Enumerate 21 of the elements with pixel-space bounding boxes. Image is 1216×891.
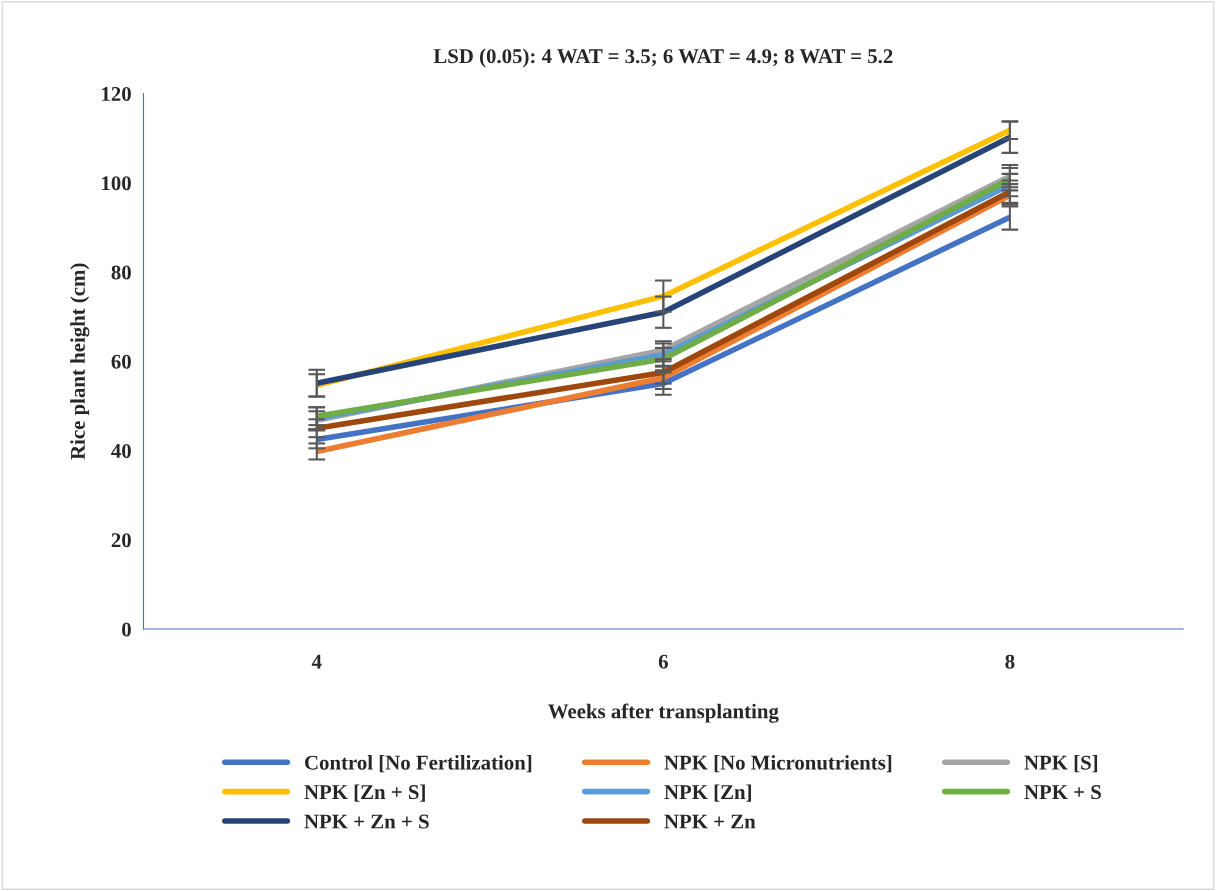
y-tick-label: 20 — [111, 533, 131, 548]
x-axis-title: Weeks after transplanting — [548, 703, 779, 723]
legend-label: Control [No Fertilization] — [305, 755, 532, 773]
y-tick-label: 0 — [122, 622, 131, 637]
legend-label: NPK [Zn] — [664, 784, 751, 802]
y-axis-title: Rice plant height (cm) — [70, 263, 90, 460]
y-tick-label: 60 — [111, 354, 131, 369]
chart-title: LSD (0.05): 4 WAT = 3.5; 6 WAT = 4.9; 8 WAT = 5.2 — [433, 48, 893, 68]
y-tick-label: 80 — [111, 265, 131, 280]
x-tick-label: 6 — [658, 654, 668, 669]
x-tick-label: 4 — [311, 654, 322, 669]
legend-label: NPK [Zn + S] — [304, 784, 425, 802]
legend-label: NPK + Zn — [664, 814, 756, 829]
legend-label: NPK [No Micronutrients] — [664, 755, 892, 773]
y-tick-label: 120 — [102, 86, 131, 101]
legend-label: NPK [S] — [1024, 755, 1098, 773]
legend-label: NPK + Zn + S — [304, 814, 429, 829]
y-tick-label: 40 — [111, 443, 131, 458]
y-tick-label: 100 — [102, 176, 131, 191]
legend-label: NPK + S — [1024, 785, 1101, 800]
x-tick-label: 8 — [1005, 654, 1015, 669]
